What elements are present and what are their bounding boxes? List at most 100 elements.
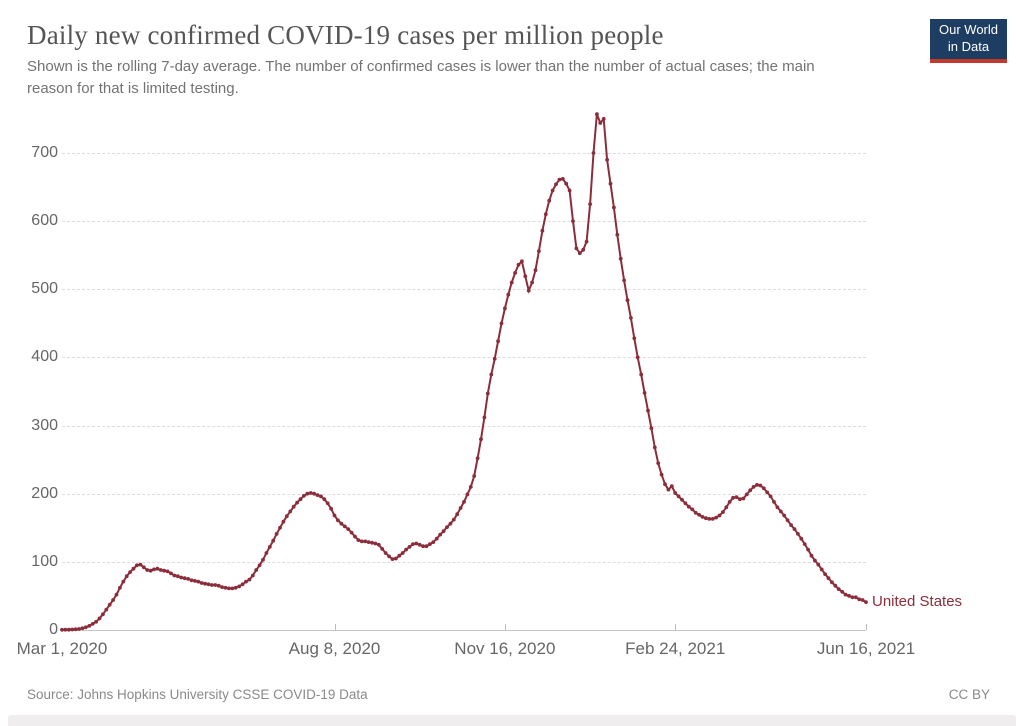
data-point-marker bbox=[751, 485, 756, 489]
data-point-marker bbox=[223, 585, 228, 590]
data-point-marker bbox=[690, 507, 695, 512]
data-point-marker bbox=[363, 539, 368, 544]
data-point-marker bbox=[131, 566, 136, 571]
y-axis-tick-label: 500 bbox=[31, 280, 58, 298]
data-point-marker bbox=[145, 568, 150, 572]
data-point-marker bbox=[472, 474, 477, 478]
data-point-marker bbox=[83, 625, 88, 630]
data-point-marker bbox=[513, 271, 517, 275]
data-point-marker bbox=[380, 547, 385, 551]
data-point-marker bbox=[394, 556, 398, 561]
data-point-marker bbox=[799, 536, 804, 541]
data-point-marker bbox=[843, 592, 848, 597]
data-point-marker bbox=[407, 545, 412, 549]
data-point-marker bbox=[537, 249, 541, 254]
data-point-marker bbox=[155, 566, 160, 571]
data-point-marker bbox=[434, 536, 439, 541]
data-point-marker bbox=[281, 519, 286, 524]
data-point-marker bbox=[499, 321, 504, 326]
data-point-marker bbox=[250, 573, 255, 578]
data-point-marker bbox=[823, 572, 827, 576]
data-point-marker bbox=[284, 514, 289, 519]
data-point-marker bbox=[356, 538, 361, 542]
data-point-marker bbox=[588, 202, 592, 207]
data-point-marker bbox=[186, 577, 191, 581]
x-axis-tick-label: Mar 1, 2020 bbox=[16, 639, 108, 658]
data-point-marker bbox=[172, 573, 177, 578]
owid-logo-line2: in Data bbox=[947, 39, 990, 54]
data-point-marker bbox=[755, 483, 759, 487]
data-point-marker bbox=[254, 568, 259, 572]
data-point-marker bbox=[441, 529, 446, 534]
y-axis-tick-label: 600 bbox=[31, 212, 58, 230]
data-point-marker bbox=[485, 391, 490, 396]
y-gridline bbox=[62, 221, 866, 223]
data-point-marker bbox=[792, 527, 797, 531]
data-point-marker bbox=[319, 494, 323, 499]
data-point-marker bbox=[438, 532, 443, 537]
data-point-marker bbox=[373, 541, 378, 546]
data-point-marker bbox=[462, 500, 466, 504]
data-point-marker bbox=[595, 112, 599, 117]
data-point-marker bbox=[141, 565, 146, 570]
data-point-marker bbox=[540, 228, 545, 233]
data-point-marker bbox=[162, 568, 167, 573]
footer-source: Source: Johns Hopkins University CSSE CO… bbox=[27, 687, 368, 702]
data-point-marker bbox=[417, 542, 422, 547]
y-gridline bbox=[62, 357, 866, 359]
data-point-marker bbox=[390, 557, 395, 561]
data-point-marker bbox=[458, 506, 463, 510]
data-point-marker bbox=[206, 582, 211, 587]
data-point-marker bbox=[359, 539, 364, 544]
data-point-marker bbox=[782, 513, 787, 518]
data-point-marker bbox=[819, 567, 824, 572]
data-point-marker bbox=[387, 554, 391, 559]
data-point-marker bbox=[107, 602, 112, 607]
data-point-marker bbox=[625, 298, 630, 303]
data-point-marker bbox=[475, 456, 480, 461]
data-point-marker bbox=[274, 532, 279, 536]
data-point-marker bbox=[659, 472, 664, 477]
data-point-marker bbox=[577, 251, 582, 256]
data-point-marker bbox=[298, 497, 303, 502]
data-point-marker bbox=[90, 622, 95, 626]
data-point-marker bbox=[741, 496, 746, 501]
data-point-marker bbox=[128, 570, 133, 574]
data-point-marker bbox=[257, 563, 262, 568]
data-point-marker bbox=[731, 495, 735, 500]
data-point-marker bbox=[840, 589, 845, 594]
data-point-marker bbox=[700, 515, 705, 519]
data-point-marker bbox=[833, 583, 838, 588]
data-point-marker bbox=[721, 510, 725, 514]
data-point-marker bbox=[482, 415, 487, 420]
data-point-marker bbox=[683, 501, 688, 506]
data-point-marker bbox=[404, 547, 408, 552]
data-point-marker bbox=[717, 513, 722, 518]
data-point-marker bbox=[649, 426, 654, 431]
y-axis-tick-label: 400 bbox=[31, 348, 58, 366]
data-point-marker bbox=[775, 505, 780, 510]
x-axis-tick-mark bbox=[334, 624, 336, 630]
footer-license-link[interactable]: CC BY bbox=[948, 687, 990, 702]
data-point-marker bbox=[860, 598, 865, 602]
x-axis-tick-label: Feb 24, 2021 bbox=[625, 639, 726, 658]
data-point-marker bbox=[124, 574, 129, 579]
data-point-marker bbox=[697, 512, 701, 517]
owid-logo-line1: Our World bbox=[939, 22, 998, 37]
data-point-marker bbox=[383, 551, 388, 555]
data-point-marker bbox=[734, 495, 739, 499]
data-point-marker bbox=[233, 585, 238, 590]
data-point-marker bbox=[94, 619, 98, 624]
data-point-marker bbox=[639, 372, 644, 377]
data-point-marker bbox=[761, 486, 766, 491]
data-point-marker bbox=[802, 542, 807, 546]
data-point-marker bbox=[853, 595, 858, 600]
data-point-marker bbox=[370, 540, 374, 545]
series-line bbox=[61, 113, 867, 631]
data-point-marker bbox=[295, 500, 299, 505]
data-point-marker bbox=[448, 521, 453, 526]
data-point-marker bbox=[114, 592, 119, 597]
data-point-marker bbox=[748, 488, 753, 493]
owid-logo[interactable]: Our World in Data bbox=[930, 19, 1007, 63]
